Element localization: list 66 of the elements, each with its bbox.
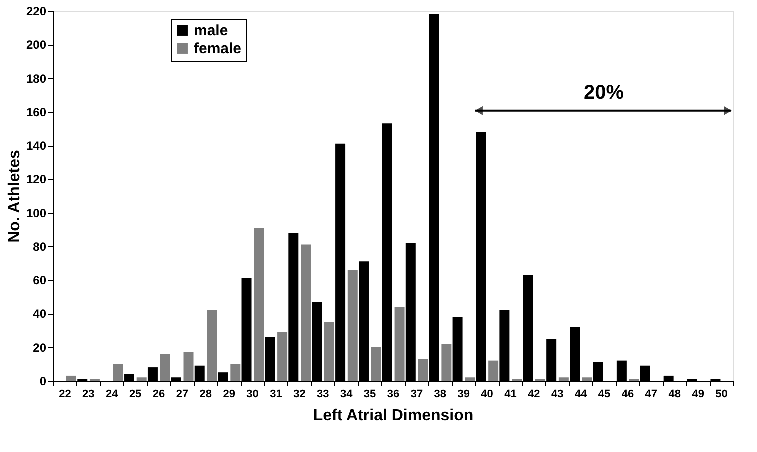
y-tick-label: 120 — [26, 172, 47, 187]
x-tick-label: 48 — [668, 388, 682, 400]
bar — [278, 332, 288, 381]
x-tick-label: 29 — [223, 388, 236, 400]
x-axis-title: Left Atrial Dimension — [313, 408, 474, 424]
x-tick-label: 43 — [552, 388, 564, 400]
bar — [371, 347, 382, 381]
x-tick-label: 49 — [692, 388, 704, 400]
bar — [348, 270, 358, 381]
x-tick-label: 27 — [176, 388, 189, 400]
y-tick-label: 220 — [26, 4, 47, 18]
y-tick-label: 140 — [26, 139, 47, 154]
x-tick-label: 44 — [574, 388, 588, 400]
annotation: 20% — [584, 82, 624, 104]
bar — [582, 378, 592, 381]
x-tick-label: 34 — [340, 388, 354, 400]
x-tick-label: 28 — [200, 388, 212, 400]
bar — [160, 354, 170, 381]
y-tick-label: 0 — [40, 374, 47, 388]
x-tick-label: 22 — [59, 388, 72, 400]
bar — [300, 244, 311, 381]
x-tick-label: 42 — [528, 388, 540, 400]
bar — [418, 359, 428, 381]
bar — [254, 228, 264, 381]
bar — [488, 360, 499, 381]
x-tick-label: 40 — [481, 388, 494, 400]
bar — [136, 378, 147, 381]
x-tick-label: 36 — [387, 388, 400, 400]
y-tick-label: 180 — [26, 72, 47, 86]
bar — [394, 307, 405, 381]
y-tick-label: 160 — [26, 105, 47, 120]
x-tick-label: 24 — [106, 388, 120, 400]
bar — [66, 376, 77, 381]
bar — [324, 322, 334, 381]
bar — [442, 344, 452, 381]
x-tick-label: 30 — [246, 388, 259, 400]
x-tick-label: 32 — [294, 388, 306, 400]
x-tick-label: 39 — [458, 388, 470, 400]
y-tick-label: 60 — [33, 274, 47, 288]
bar — [184, 352, 194, 381]
bar — [558, 378, 569, 381]
x-tick-label: 46 — [622, 388, 634, 400]
x-tick-label: 26 — [152, 388, 166, 400]
x-tick-label: 25 — [129, 388, 142, 400]
legend-label: female — [194, 40, 242, 58]
y-tick-label: 40 — [33, 307, 47, 322]
y-tick-label: 20 — [33, 340, 47, 355]
x-tick-label: 33 — [317, 388, 330, 400]
x-tick-label: 38 — [434, 388, 447, 400]
bar — [465, 378, 476, 381]
x-tick-label: 45 — [598, 388, 611, 400]
x-tick-label: 50 — [716, 388, 728, 400]
bar — [207, 310, 218, 381]
x-tick-label: 47 — [645, 388, 658, 400]
x-tick-label: 23 — [82, 388, 95, 400]
x-tick-label: 35 — [364, 388, 376, 400]
y-tick-label: 200 — [26, 38, 47, 52]
x-tick-label: 37 — [410, 388, 424, 400]
bar — [113, 364, 124, 381]
x-tick-label: 41 — [504, 388, 517, 400]
x-tick-label: 31 — [270, 388, 282, 400]
bar — [230, 364, 241, 381]
legend-label: male — [194, 22, 228, 40]
y-tick-label: 100 — [26, 206, 47, 220]
y-axis-title: No. Athletes — [6, 150, 24, 243]
y-tick-label: 80 — [33, 240, 47, 254]
